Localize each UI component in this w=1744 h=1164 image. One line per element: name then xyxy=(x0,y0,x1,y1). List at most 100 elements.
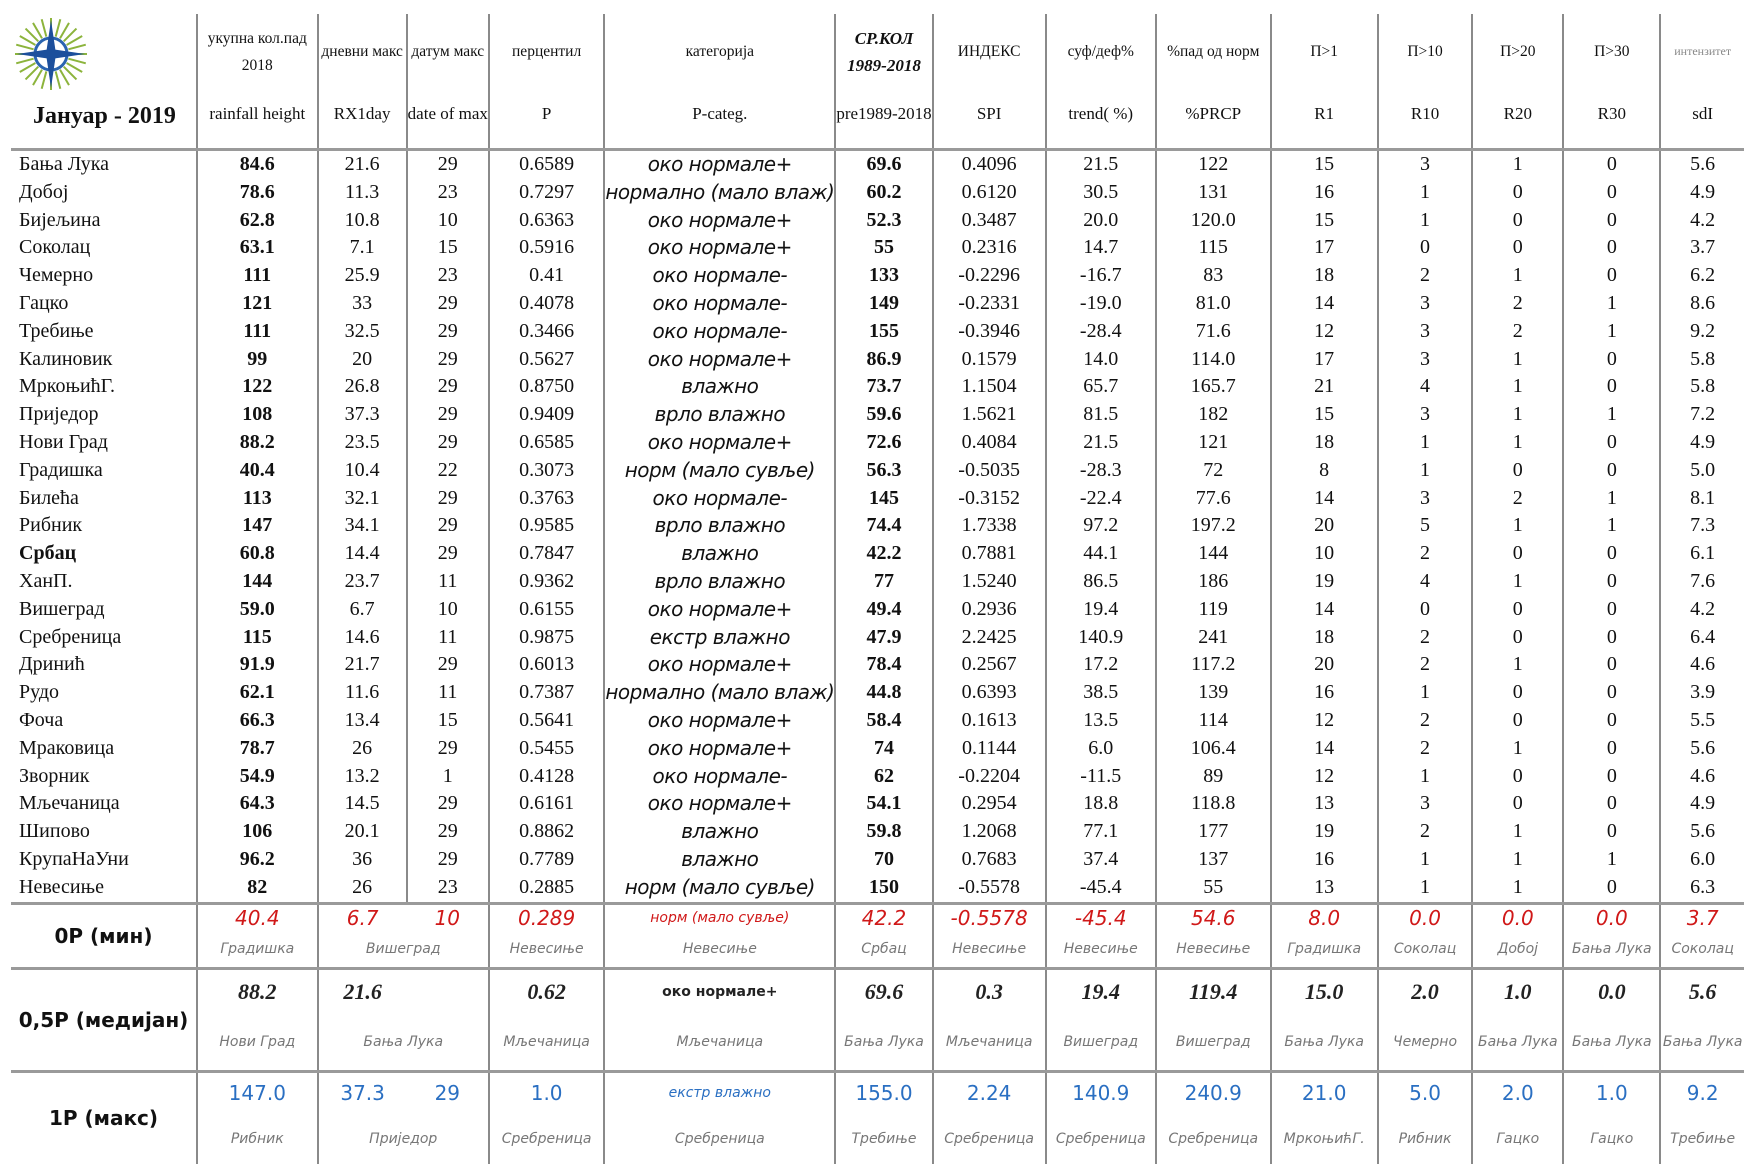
cell: 0.6120 xyxy=(931,178,1046,207)
cell: 32.5 xyxy=(316,317,407,346)
cell: 2.2425 xyxy=(931,623,1046,652)
cell: 0.5916 xyxy=(487,234,605,263)
cell: 0 xyxy=(1562,206,1661,235)
station-name: Рудо xyxy=(19,681,60,704)
cell: 1.1504 xyxy=(931,373,1046,402)
station-name: МркоњићГ. xyxy=(19,375,115,398)
header-top: категорија xyxy=(685,43,755,60)
cell: 14.4 xyxy=(316,540,407,568)
station-name: Гацко xyxy=(19,291,69,314)
cell: 0.2885 xyxy=(487,873,605,904)
summary-station: Бања Лука xyxy=(1471,1014,1564,1071)
cell: 6.4 xyxy=(1659,623,1744,652)
cell: 241 xyxy=(1154,623,1271,652)
cell: 58.4 xyxy=(834,706,933,735)
cell: 17.2 xyxy=(1044,651,1156,680)
data-row: Приједор 108 37.3 29 0.9409 врло влажно 59.6 1.… xyxy=(11,401,1744,429)
cell: 0.7789 xyxy=(487,845,605,874)
header-top: П>20 xyxy=(1500,43,1536,60)
cell: 29 xyxy=(405,818,489,846)
station-name: Дринић xyxy=(19,653,85,676)
cell: 113 xyxy=(196,484,318,513)
cell: 6.2 xyxy=(1659,262,1744,290)
cell: 13.2 xyxy=(316,762,407,791)
column-header: П>10 R10 xyxy=(1376,14,1473,151)
cell: 5.6 xyxy=(1659,818,1744,846)
cell: 144 xyxy=(1154,540,1271,568)
cell: 0.2316 xyxy=(931,234,1046,263)
cell: 36 xyxy=(316,845,407,874)
cell: 1 xyxy=(1562,512,1661,541)
summary-station: Сребреница xyxy=(603,1113,836,1164)
summary-station: Мљечаница xyxy=(931,1014,1046,1071)
cell: 66.3 xyxy=(196,706,318,735)
cell: 1 xyxy=(1471,512,1564,541)
data-row: Сребреница 115 14.6 11 0.9875 екстр влажно 47.… xyxy=(11,623,1744,652)
cell: 10 xyxy=(405,595,489,624)
cell: 15 xyxy=(1269,206,1378,235)
cell: 7.3 xyxy=(1659,512,1744,541)
station-name: Србац xyxy=(19,542,77,565)
summary-value: 0.62 xyxy=(487,966,605,1015)
cell: 0 xyxy=(1562,262,1661,290)
cell: 0.6363 xyxy=(487,206,605,235)
cell: 78.4 xyxy=(834,651,933,680)
cell: 13 xyxy=(1269,790,1378,819)
summary-station: Бања Лука xyxy=(316,1014,489,1071)
cell: око нормале- xyxy=(603,317,836,346)
cell: 14 xyxy=(1269,595,1378,624)
cell: 17 xyxy=(1269,345,1378,374)
cell: 14 xyxy=(1269,734,1378,763)
cell: врло влажно xyxy=(603,401,836,429)
cell: 78.7 xyxy=(196,734,318,763)
cell: 1.2068 xyxy=(931,818,1046,846)
station-name: Шипово xyxy=(19,820,90,843)
cell: 6.0 xyxy=(1044,734,1156,763)
cell: 44.8 xyxy=(834,679,933,707)
cell: 1 xyxy=(1562,401,1661,429)
cell: 147 xyxy=(196,512,318,541)
summary-station: Бања Лука xyxy=(1562,1014,1661,1071)
summary-station: Требиње xyxy=(834,1113,933,1164)
cell: 0 xyxy=(1562,595,1661,624)
cell: 0.5641 xyxy=(487,706,605,735)
cell: 137 xyxy=(1154,845,1271,874)
cell: 0.2936 xyxy=(931,595,1046,624)
cell: 64.3 xyxy=(196,790,318,819)
cell: 29 xyxy=(405,512,489,541)
cell: 0.8750 xyxy=(487,373,605,402)
summary-station: Невесиње xyxy=(931,932,1046,968)
cell: 29 xyxy=(405,149,489,179)
data-row: ХанП. 144 23.7 11 0.9362 врло влажно 77 1.5240 8… xyxy=(11,567,1744,596)
data-row: Нови Град 88.2 23.5 29 0.6585 око нормале+ 72.… xyxy=(11,428,1744,457)
data-row: Бања Лука 84.6 21.6 29 0.6589 око нормале+ 69.… xyxy=(11,149,1744,179)
cell: 165.7 xyxy=(1154,373,1271,402)
cell: норм (мало сувље) xyxy=(603,456,836,485)
header-top: перцентил xyxy=(512,43,582,60)
cell: 3 xyxy=(1376,484,1473,513)
cell: 21 xyxy=(1269,373,1378,402)
cell: 1 xyxy=(1471,345,1564,374)
cell: 3.9 xyxy=(1659,679,1744,707)
summary-value: 5.0 xyxy=(1376,1069,1473,1114)
cell: 120.0 xyxy=(1154,206,1271,235)
cell: 55 xyxy=(1154,873,1271,904)
cell: 3 xyxy=(1376,149,1473,179)
cell: 145 xyxy=(834,484,933,513)
cell: 29 xyxy=(405,317,489,346)
cell: 1 xyxy=(1471,567,1564,596)
cell: 2 xyxy=(1471,289,1564,318)
cell: -0.3152 xyxy=(931,484,1046,513)
cell: 177 xyxy=(1154,818,1271,846)
cell: 33 xyxy=(316,289,407,318)
header-top: суф/деф% xyxy=(1067,43,1134,60)
cell: 2 xyxy=(1376,262,1473,290)
header-top: П>10 xyxy=(1407,43,1443,60)
cell: врло влажно xyxy=(603,512,836,541)
cell: 0.7847 xyxy=(487,540,605,568)
cell: 0.4128 xyxy=(487,762,605,791)
cell: 133 xyxy=(834,262,933,290)
cell: 7.2 xyxy=(1659,401,1744,429)
station-name: КрупаНаУни xyxy=(19,847,129,870)
cell: 59.0 xyxy=(196,595,318,624)
